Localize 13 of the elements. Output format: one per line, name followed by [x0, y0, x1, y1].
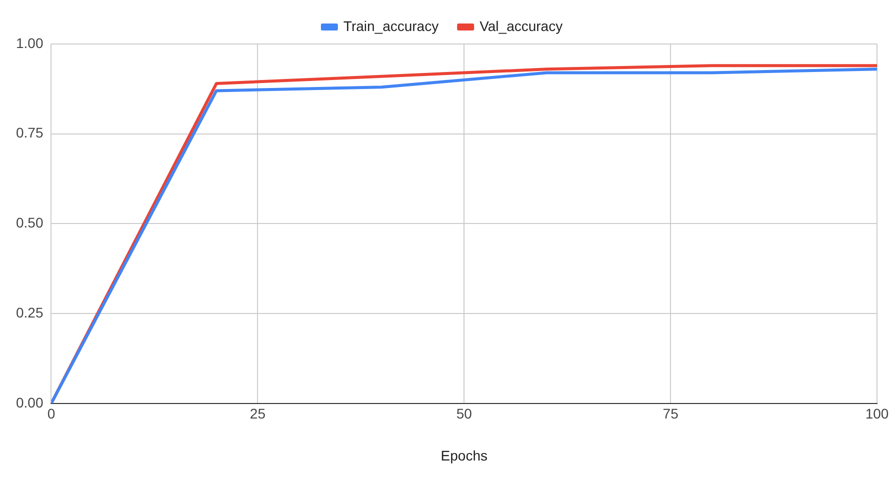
x-tick-label: 0 [47, 406, 56, 422]
x-axis-title: Epochs [440, 447, 488, 464]
x-tick-label: 75 [662, 406, 679, 422]
y-tick-label: 0.75 [16, 124, 44, 141]
x-tick-label: 100 [865, 406, 889, 422]
y-tick-label: 0.50 [16, 214, 44, 231]
y-tick-label: 1.00 [16, 34, 44, 51]
x-tick-label: 50 [456, 406, 472, 422]
x-tick-label: 25 [250, 406, 266, 422]
y-tick-label: 0.25 [16, 304, 44, 320]
y-tick-label: 0.00 [16, 394, 44, 410]
legend-label: Train_accuracy [343, 18, 439, 34]
legend-label: Val_accuracy [480, 18, 563, 34]
